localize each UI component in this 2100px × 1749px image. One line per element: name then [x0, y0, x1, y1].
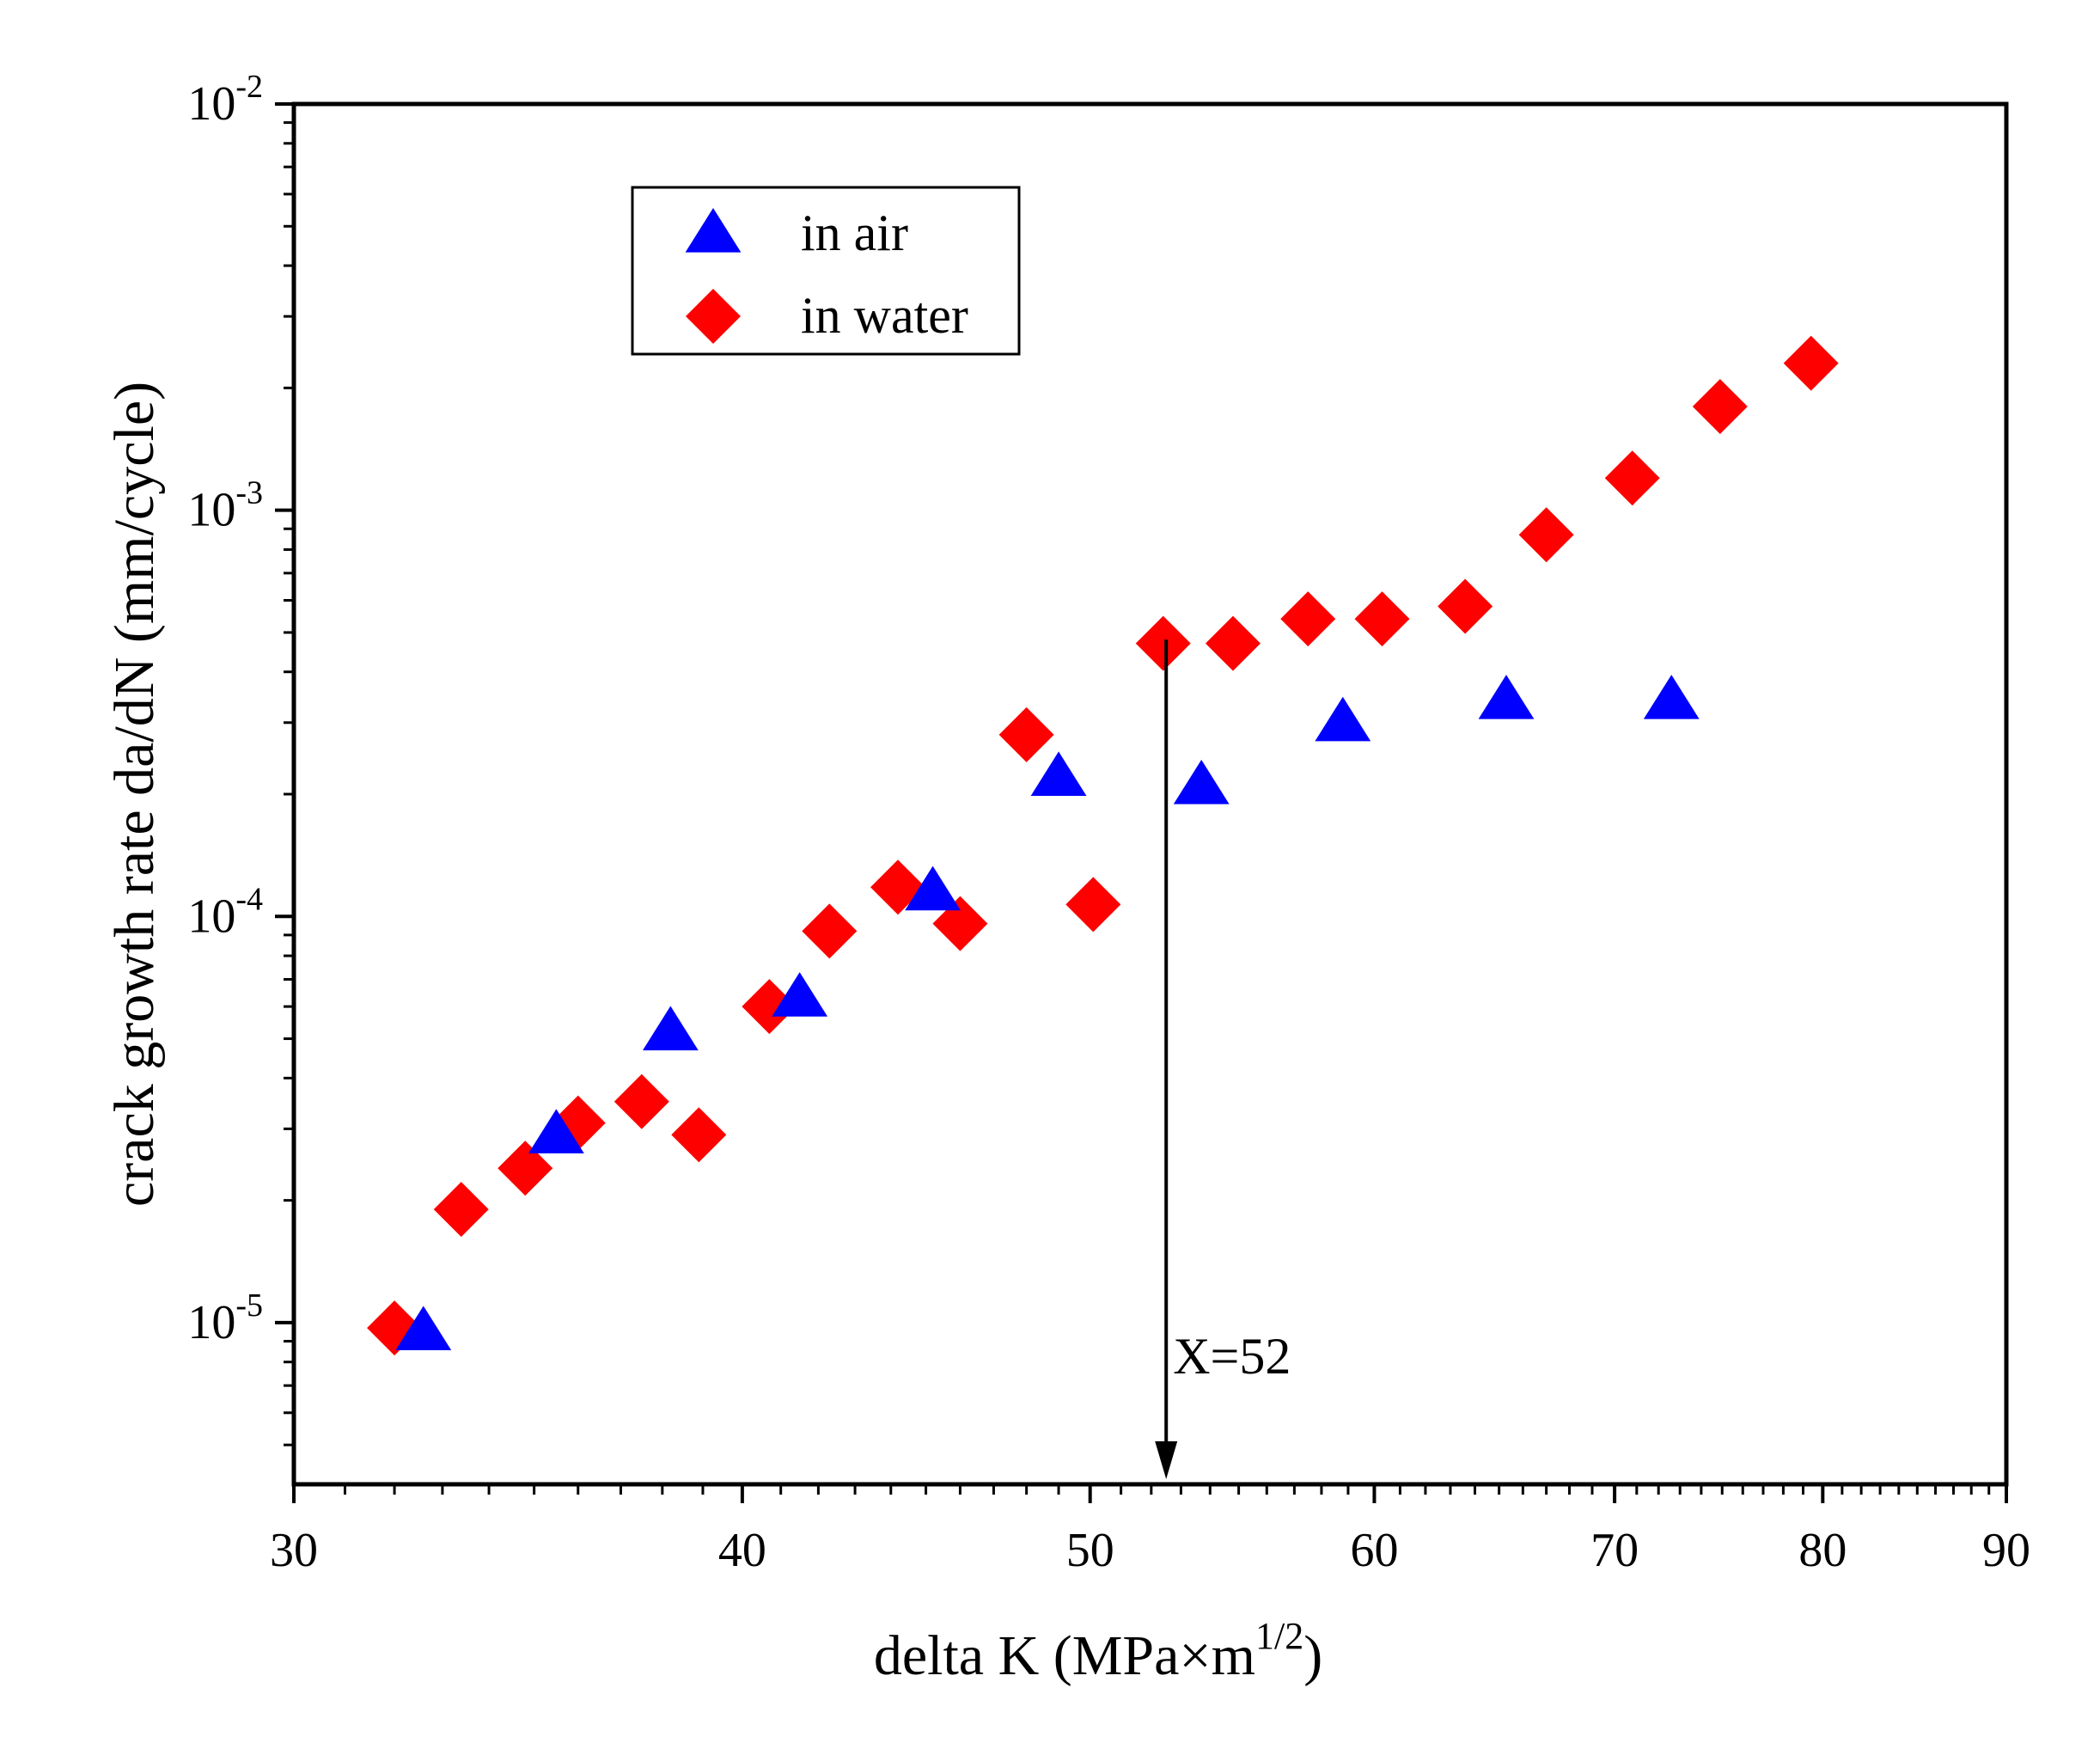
plot-frame — [291, 101, 2009, 1487]
data-point-in-water — [1438, 578, 1493, 634]
data-point-in-water — [1065, 877, 1121, 933]
data-point-in-air — [395, 1306, 452, 1351]
series-layer — [367, 335, 1839, 1356]
series-in-air — [395, 675, 1700, 1351]
data-point-in-water — [1135, 615, 1191, 671]
y-tick-base: 10 — [187, 77, 235, 131]
x-tick-label: 70 — [1590, 1524, 1639, 1577]
data-point-in-air — [642, 1006, 699, 1051]
y-tick-base: 10 — [187, 1296, 235, 1349]
y-tick-label: 10-3 — [187, 475, 263, 537]
legend-label-in-water: in water — [801, 287, 968, 344]
data-point-in-air — [905, 865, 961, 911]
data-point-in-water — [998, 706, 1054, 762]
data-point-in-water — [1518, 507, 1574, 563]
y-tick-exponent: -2 — [235, 69, 263, 105]
data-point-in-air — [1643, 675, 1700, 719]
y-tick-label: 10-2 — [187, 69, 263, 131]
legend: in air in water — [631, 186, 1021, 356]
annotation-label: X=52 — [1173, 1328, 1291, 1385]
data-point-in-water — [1354, 591, 1410, 647]
annotation-arrow-head — [1155, 1441, 1178, 1479]
x-tick-label: 30 — [270, 1524, 318, 1577]
data-point-in-water — [433, 1182, 489, 1238]
data-point-in-air — [772, 972, 828, 1017]
x-tick-label: 60 — [1350, 1524, 1398, 1577]
legend-marker-in-water — [686, 289, 741, 344]
y-tick-base: 10 — [187, 890, 235, 943]
data-point-in-air — [1315, 696, 1371, 742]
x-tick-label: 80 — [1798, 1524, 1847, 1577]
y-tick-base: 10 — [187, 484, 235, 537]
data-point-in-water — [1692, 378, 1748, 434]
data-point-in-water — [802, 903, 858, 959]
plot-background — [28, 37, 2075, 1721]
data-point-in-water — [1205, 615, 1261, 671]
data-point-in-water — [498, 1141, 553, 1196]
data-point-in-water — [671, 1107, 727, 1163]
series-in-water — [367, 335, 1839, 1356]
legend-marker-in-air — [685, 208, 742, 253]
x-tick-label: 40 — [718, 1524, 766, 1577]
y-tick-label: 10-4 — [187, 881, 263, 943]
data-point-in-water — [1604, 450, 1660, 506]
data-point-in-air — [1478, 675, 1535, 719]
data-point-in-air — [1173, 759, 1230, 804]
y-tick-exponent: -3 — [235, 475, 263, 511]
x-tick-label: 90 — [1982, 1524, 2030, 1577]
data-point-in-water — [1783, 335, 1839, 391]
data-point-in-air — [528, 1109, 584, 1153]
x-axis-label: delta K (MPa×m1/2) — [874, 1615, 1322, 1687]
y-axis-label: crack growth rate da/dN (mm/cycle) — [103, 382, 166, 1207]
data-point-in-air — [1030, 751, 1087, 797]
data-point-in-water — [742, 979, 797, 1035]
y-tick-exponent: -4 — [235, 881, 263, 917]
x-tick-label: 50 — [1066, 1524, 1114, 1577]
data-point-in-water — [1280, 591, 1336, 647]
data-point-in-water — [614, 1073, 669, 1129]
annotation-layer: X=52 — [1155, 639, 1291, 1479]
y-tick-exponent: -5 — [235, 1287, 263, 1324]
y-tick-label: 10-5 — [187, 1287, 263, 1349]
legend-label-in-air: in air — [801, 205, 908, 261]
